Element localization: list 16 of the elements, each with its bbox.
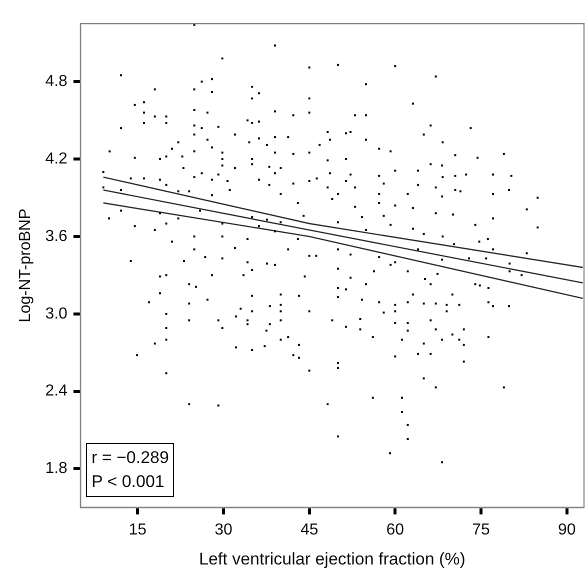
y-axis-title: Log-NT-proBNP: [17, 208, 34, 322]
y-tick-label: 3.0: [45, 305, 68, 322]
y-tick-label: 1.8: [45, 460, 68, 478]
x-axis-title: Left ventricular ejection fraction (%): [198, 549, 466, 568]
x-tick-label: 15: [128, 521, 147, 538]
y-tick-label: 2.4: [45, 382, 68, 400]
y-tick-label: 4.2: [45, 150, 68, 168]
x-tick-label: 30: [214, 521, 232, 538]
annotation: r = −0.289: [91, 447, 169, 470]
y-tick-label: 4.8: [45, 73, 68, 90]
x-tick-label: 60: [386, 521, 404, 538]
annotation: P < 0.001: [91, 471, 166, 494]
x-tick-label: 90: [558, 521, 576, 538]
y-tick-label: 3.6: [45, 228, 68, 245]
x-tick-label: 45: [300, 521, 318, 538]
x-tick-label: 75: [472, 521, 490, 538]
